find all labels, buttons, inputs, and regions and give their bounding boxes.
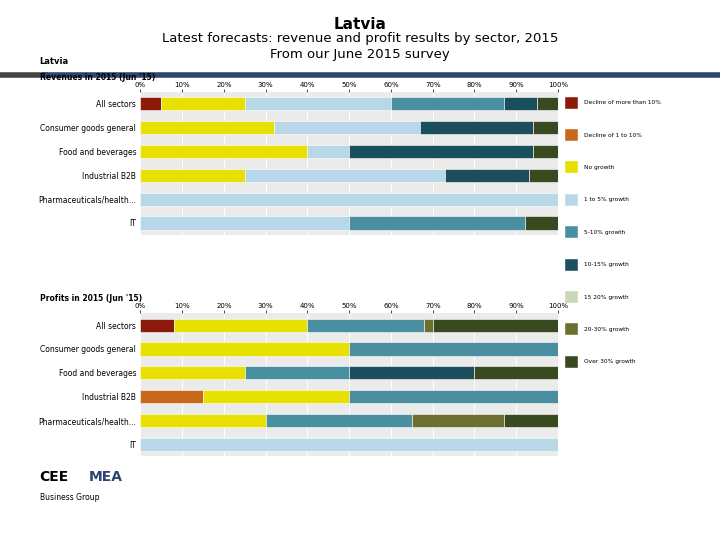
Bar: [433, 319, 558, 332]
Bar: [349, 217, 525, 230]
Bar: [245, 168, 445, 182]
Bar: [349, 145, 533, 158]
Bar: [307, 319, 424, 332]
Bar: [140, 217, 349, 230]
Text: CEE: CEE: [40, 470, 69, 484]
Bar: [245, 97, 391, 110]
Text: No growth: No growth: [584, 165, 614, 170]
Bar: [266, 414, 412, 427]
Bar: [140, 438, 558, 451]
Bar: [274, 121, 420, 134]
Text: Over 30% growth: Over 30% growth: [584, 359, 636, 364]
Text: Latest forecasts: revenue and profit results by sector, 2015: Latest forecasts: revenue and profit res…: [162, 32, 558, 45]
Text: 1 to 5% growth: 1 to 5% growth: [584, 197, 629, 202]
Bar: [140, 414, 266, 427]
Bar: [174, 319, 307, 332]
Bar: [203, 390, 349, 403]
Bar: [412, 414, 504, 427]
Bar: [533, 145, 558, 158]
Bar: [140, 342, 349, 355]
Bar: [504, 97, 537, 110]
Bar: [349, 390, 558, 403]
Text: MEA: MEA: [89, 470, 123, 484]
Text: Profits in 2015 (Jun '15): Profits in 2015 (Jun '15): [40, 294, 142, 303]
Bar: [307, 145, 349, 158]
Bar: [140, 366, 245, 380]
Bar: [161, 97, 245, 110]
Bar: [420, 121, 533, 134]
Bar: [140, 121, 274, 134]
Text: 20-30% growth: 20-30% growth: [584, 327, 629, 332]
Bar: [140, 319, 174, 332]
Text: Latvia: Latvia: [40, 57, 68, 66]
Bar: [528, 168, 558, 182]
Bar: [474, 366, 558, 380]
Bar: [140, 193, 558, 206]
Bar: [391, 97, 504, 110]
Bar: [140, 145, 307, 158]
Text: Business Group: Business Group: [40, 492, 99, 502]
Text: 10-15% growth: 10-15% growth: [584, 262, 629, 267]
Bar: [537, 97, 558, 110]
Bar: [445, 168, 528, 182]
Text: Revenues in 2015 (Jun '15): Revenues in 2015 (Jun '15): [40, 73, 155, 82]
Bar: [245, 366, 349, 380]
Bar: [533, 121, 558, 134]
Bar: [424, 319, 433, 332]
Bar: [140, 97, 161, 110]
Bar: [349, 342, 558, 355]
Text: Decline of more than 10%: Decline of more than 10%: [584, 100, 661, 105]
Bar: [349, 366, 474, 380]
Bar: [140, 168, 245, 182]
Text: From our June 2015 survey: From our June 2015 survey: [270, 48, 450, 60]
Text: 15 20% growth: 15 20% growth: [584, 294, 629, 300]
Text: Decline of 1 to 10%: Decline of 1 to 10%: [584, 132, 642, 138]
Text: 5-10% growth: 5-10% growth: [584, 230, 625, 235]
Bar: [140, 390, 203, 403]
Text: Latvia: Latvia: [333, 17, 387, 32]
Bar: [525, 217, 558, 230]
Bar: [504, 414, 558, 427]
